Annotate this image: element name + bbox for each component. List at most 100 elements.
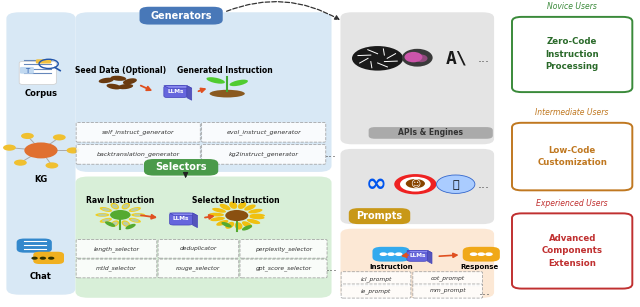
Ellipse shape [212,208,226,213]
Ellipse shape [122,220,130,227]
Circle shape [45,162,58,169]
Circle shape [406,179,425,188]
Text: Advanced
Components
Extension: Advanced Components Extension [541,234,603,268]
Circle shape [24,142,58,158]
Text: Low-Code
Customization: Low-Code Customization [537,146,607,167]
Polygon shape [428,251,432,264]
Circle shape [53,134,66,140]
FancyBboxPatch shape [512,17,632,92]
FancyBboxPatch shape [340,12,494,144]
Text: ie_prompt: ie_prompt [361,288,391,294]
Ellipse shape [415,54,428,62]
Ellipse shape [118,84,133,89]
Text: A\: A\ [446,49,468,67]
Circle shape [48,257,54,260]
Circle shape [225,210,248,221]
Circle shape [31,257,38,260]
Circle shape [387,252,395,256]
Text: ☺: ☺ [410,179,420,188]
Text: rouge_selector: rouge_selector [176,266,221,271]
Text: Zero-Code
Instruction
Processing: Zero-Code Instruction Processing [545,37,599,72]
Circle shape [477,252,485,256]
Text: deduplicator: deduplicator [180,246,217,251]
Circle shape [485,252,493,256]
Ellipse shape [225,222,234,229]
Text: backtranslation_generator: backtranslation_generator [97,152,180,157]
Ellipse shape [131,208,139,211]
Text: KG: KG [35,175,47,184]
Ellipse shape [112,204,118,208]
Ellipse shape [129,218,141,223]
Ellipse shape [123,78,137,84]
Ellipse shape [235,222,243,230]
Ellipse shape [250,214,265,217]
FancyBboxPatch shape [76,177,332,298]
Text: ∞: ∞ [366,172,387,196]
Circle shape [40,257,46,260]
FancyBboxPatch shape [33,252,64,264]
Text: Prompts: Prompts [356,211,403,221]
Text: gpt_score_selector: gpt_score_selector [255,266,312,271]
Text: LLMs: LLMs [167,89,184,94]
FancyBboxPatch shape [372,247,410,262]
Ellipse shape [106,84,122,89]
Text: Intermediate Users: Intermediate Users [536,108,609,117]
Circle shape [110,210,131,220]
FancyBboxPatch shape [76,239,157,258]
Ellipse shape [111,76,126,81]
Ellipse shape [220,204,230,210]
Circle shape [394,174,436,194]
Ellipse shape [216,220,228,226]
Ellipse shape [95,213,109,217]
Ellipse shape [230,80,248,86]
Text: icl_prompt: icl_prompt [360,276,392,282]
Ellipse shape [229,202,237,209]
FancyBboxPatch shape [144,159,218,176]
FancyBboxPatch shape [413,284,483,298]
Ellipse shape [105,221,115,227]
FancyBboxPatch shape [158,259,239,278]
Ellipse shape [248,209,262,213]
Circle shape [470,252,477,256]
Circle shape [380,252,387,256]
FancyBboxPatch shape [76,259,157,278]
Ellipse shape [123,222,129,226]
Text: 🐘: 🐘 [452,180,459,190]
Ellipse shape [404,52,422,62]
Ellipse shape [111,203,119,209]
Ellipse shape [247,219,260,224]
FancyBboxPatch shape [512,123,632,190]
Ellipse shape [129,207,141,212]
Text: Selected Instruction: Selected Instruction [192,196,279,205]
Ellipse shape [210,90,244,98]
Ellipse shape [102,219,110,222]
Text: LLMs: LLMs [173,216,189,221]
Text: ...: ... [477,178,489,191]
FancyBboxPatch shape [349,208,410,224]
Ellipse shape [98,214,107,216]
FancyBboxPatch shape [407,251,428,261]
Ellipse shape [242,221,252,228]
FancyBboxPatch shape [17,239,52,253]
FancyBboxPatch shape [170,213,193,225]
Ellipse shape [102,208,110,211]
Text: self_instruct_generator: self_instruct_generator [102,130,175,135]
FancyBboxPatch shape [341,272,411,286]
FancyBboxPatch shape [140,7,223,25]
FancyBboxPatch shape [340,149,494,224]
Text: ...: ... [326,261,337,274]
Text: LLMs: LLMs [409,253,426,258]
Circle shape [3,145,16,151]
Text: mm_prompt: mm_prompt [429,288,466,294]
Ellipse shape [125,224,136,229]
FancyBboxPatch shape [341,284,411,298]
FancyBboxPatch shape [369,127,493,139]
Ellipse shape [100,218,112,223]
Polygon shape [164,86,192,88]
Ellipse shape [131,213,145,217]
Ellipse shape [209,213,224,216]
Circle shape [67,147,79,154]
FancyBboxPatch shape [413,272,483,286]
Polygon shape [407,251,432,253]
Text: Novice Users: Novice Users [547,2,597,11]
